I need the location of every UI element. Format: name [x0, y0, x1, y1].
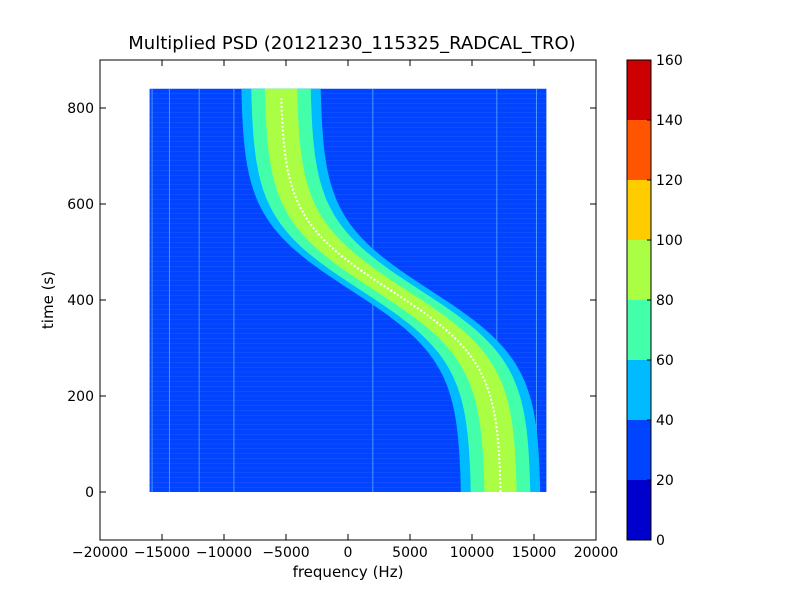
x-tick-label: −5000 — [262, 545, 309, 561]
chart-title: Multiplied PSD (20121230_115325_RADCAL_T… — [128, 33, 575, 54]
x-axis-label: frequency (Hz) — [293, 563, 404, 581]
x-tick-label: 0 — [344, 545, 353, 561]
x-tick-label: 15000 — [512, 545, 557, 561]
colorbar-segment — [627, 480, 651, 540]
colorbar-tick-label: 100 — [656, 233, 683, 249]
y-tick-label: 200 — [67, 389, 94, 405]
colorbar-tick-label: 40 — [656, 413, 674, 429]
colorbar-segment — [627, 180, 651, 240]
x-tick-label: 5000 — [392, 545, 428, 561]
colorbar-tick-label: 160 — [656, 53, 683, 69]
y-axis: 0 200 400 600 800 — [67, 101, 596, 501]
y-tick-label: 800 — [67, 101, 94, 117]
colorbar-segment — [627, 60, 651, 120]
heatmap-content — [149, 88, 547, 493]
colorbar-tick-label: 20 — [656, 473, 674, 489]
colorbar-tick-label: 120 — [656, 173, 683, 189]
x-tick-label: −10000 — [196, 545, 252, 561]
signal-center-line — [280, 98, 502, 492]
colorbar-segment — [627, 420, 651, 480]
x-axis: −20000 −15000 −10000 −5000 0 5000 10000 15000 20… — [72, 60, 618, 561]
y-tick-label: 400 — [67, 293, 94, 309]
y-tick-label: 0 — [85, 485, 94, 501]
y-axis-label: time (s) — [39, 271, 57, 329]
colorbar-segment — [627, 240, 651, 300]
x-tick-label: −15000 — [134, 545, 190, 561]
x-tick-label: 20000 — [574, 545, 619, 561]
x-tick-label: −20000 — [72, 545, 128, 561]
colorbar: 0 20 40 60 80 100 120 140 160 — [626, 53, 683, 549]
heatmap-area — [149, 88, 547, 493]
colorbar-tick-label: 60 — [656, 353, 674, 369]
x-tick-label: 10000 — [450, 545, 495, 561]
y-tick-label: 600 — [67, 197, 94, 213]
colorbar-segment — [627, 360, 651, 420]
colorbar-segment — [627, 120, 651, 180]
colorbar-tick-label: 140 — [656, 113, 683, 129]
colorbar-segment — [627, 300, 651, 360]
colorbar-tick-label: 80 — [656, 293, 674, 309]
colorbar-tick-label: 0 — [656, 533, 665, 549]
